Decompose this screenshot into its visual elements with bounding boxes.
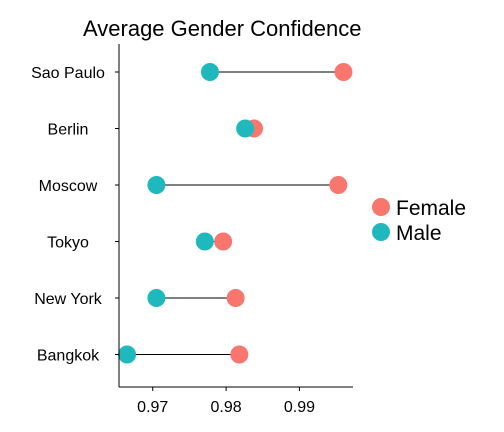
point-male-new-york — [147, 289, 166, 307]
point-female-new-york — [226, 289, 245, 307]
y-tick-label-bangkok: Bangkok — [37, 348, 100, 365]
legend-label-male: Male — [396, 222, 442, 245]
chart-rows: Sao Paulo Berlin Moscow Tokyo New York Bangko… — [31, 63, 353, 365]
y-tick-label-berlin: Berlin — [48, 122, 89, 139]
y-tick-label-moscow: Moscow — [39, 178, 98, 195]
chart-title: Average Gender Confidence — [83, 16, 361, 41]
x-axis-ticks: 0.97 0.98 0.99 — [137, 387, 315, 416]
x-tick-label-2: 0.99 — [284, 399, 315, 416]
point-female-bangkok — [230, 345, 249, 364]
legend-label-female: Female — [396, 197, 466, 220]
x-tick-label-0: 0.97 — [137, 399, 168, 416]
x-tick-label-1: 0.98 — [211, 399, 242, 416]
y-tick-label-tokyo: Tokyo — [47, 235, 89, 252]
point-male-tokyo — [195, 232, 214, 251]
point-male-bangkok — [118, 345, 137, 364]
point-male-sao-paulo — [200, 63, 219, 81]
legend-key-female — [372, 198, 390, 216]
point-female-moscow — [329, 176, 348, 194]
point-male-berlin — [236, 119, 255, 138]
y-tick-label-new-york: New York — [34, 291, 103, 308]
point-female-sao-paulo — [334, 63, 353, 81]
legend-key-male — [372, 223, 390, 241]
point-male-moscow — [147, 176, 166, 194]
y-tick-label-sao-paulo: Sao Paulo — [31, 65, 105, 82]
point-female-tokyo — [214, 232, 233, 251]
